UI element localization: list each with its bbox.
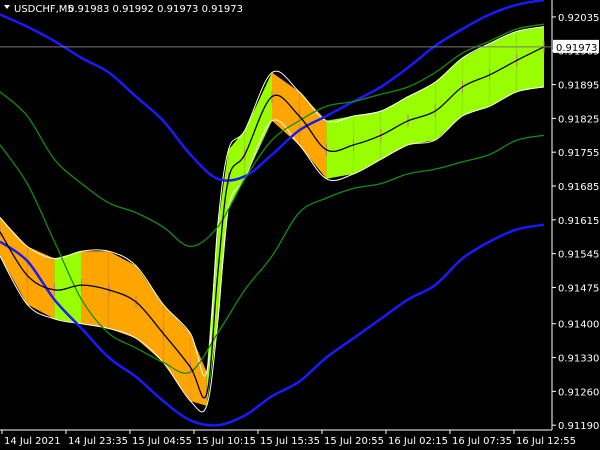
time-axis: 14 Jul 2021 14 Jul 23:35 15 Jul 04:55 15 Ju… [1,430,576,447]
time-tick-label: 15 Jul 10:15 [196,436,256,447]
outer-lower-band-line[interactable] [0,223,545,427]
time-tick-label: 16 Jul 12:55 [516,436,576,447]
price-tick-label: 0.91545 [558,250,599,261]
ribbon-segment [326,115,354,179]
ribbon-segment [190,333,207,406]
time-tick-label: 14 Jul 23:35 [68,436,128,447]
price-tick-label: 0.91400 [558,320,599,331]
time-tick-label: 15 Jul 20:55 [324,436,384,447]
time-tick-label: 14 Jul 2021 [4,436,61,447]
current-price-label: 0.91973 [556,43,597,54]
price-tick-label: 0.91825 [558,114,599,125]
price-tick-label: 0.91190 [558,421,599,432]
mid-upper-band-line[interactable] [0,23,545,248]
ohlc-values: 0.91983 0.91992 0.91973 0.91973 [68,4,243,15]
chart-header: USDCHF,M5 0.91983 0.91992 0.91973 0.9197… [4,4,243,15]
price-tick-label: 0.92035 [558,13,599,24]
time-tick-label: 15 Jul 15:35 [260,436,320,447]
ribbon-segment [516,26,544,92]
ribbon-segment [489,31,517,107]
ribbon-segment [163,304,191,402]
price-line[interactable] [0,46,545,399]
ribbon-segment [272,72,300,145]
ribbon-segment [228,130,245,208]
price-tick-label: 0.91330 [558,354,599,365]
ribbon-segment [244,72,272,179]
price-tick-label: 0.91475 [558,283,599,294]
ribbon-segment [136,265,164,363]
dropdown-triangle-icon[interactable] [4,5,10,9]
price-tick-label: 0.91895 [558,81,599,92]
time-tick-label: 15 Jul 04:55 [132,436,192,447]
ribbon-segment [353,111,381,174]
time-tick-label: 16 Jul 02:15 [388,436,448,447]
outer-upper-band-line[interactable] [0,0,545,182]
current-price-tag: 0.91973 [553,39,599,54]
price-tick-label: 0.91615 [558,216,599,227]
price-tick-label: 0.91260 [558,387,599,398]
plot-area[interactable] [0,0,545,427]
ribbon-segment [27,246,55,319]
price-tick-label: 0.91755 [558,148,599,159]
ribbon-upper-edge [0,26,545,377]
time-tick-label: 16 Jul 07:35 [452,436,512,447]
ribbon-segment [408,82,436,145]
symbol-label: USDCHF,M5 [14,4,74,15]
ribbon-segment [81,251,109,329]
mid-lower-band-line[interactable] [0,134,545,374]
price-tick-label: 0.91685 [558,182,599,193]
ribbon-segment [0,217,28,305]
